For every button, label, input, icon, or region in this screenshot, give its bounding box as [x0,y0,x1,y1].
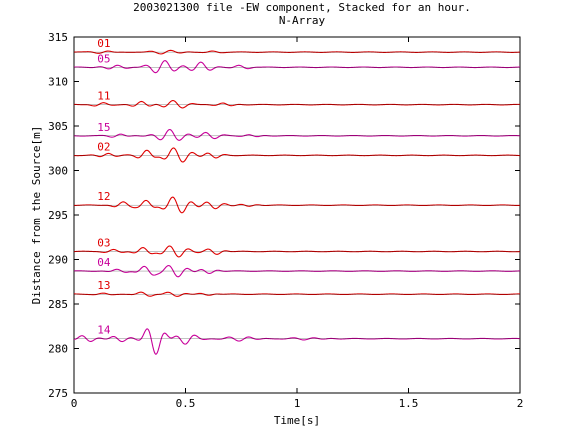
y-tick-label: 310 [48,76,68,89]
trace-15 [73,128,521,141]
y-tick-label: 305 [48,120,68,133]
x-tick-label: 0.5 [176,397,196,410]
trace-label-03: 03 [97,236,110,249]
trace-label-15: 15 [97,121,110,134]
y-tick-label: 290 [48,254,68,267]
y-tick-label: 280 [48,343,68,356]
y-tick-label: 315 [48,31,68,44]
trace-labels: 01 05 11 15 02 12 03 04 13 14 [97,37,111,337]
chart-title: 2003021300 file -EW component, Stacked f… [133,1,471,14]
trace-label-01: 01 [97,37,110,50]
x-tick-label: 0 [71,397,78,410]
y-tick-label: 300 [48,165,68,178]
y-tick-label: 275 [48,387,68,400]
trace-label-14: 14 [97,324,111,337]
trace-label-12: 12 [97,190,110,203]
trace-label-13: 13 [97,279,110,292]
x-tick-label: 1 [294,397,301,410]
trace-label-11: 11 [97,90,110,103]
trace-label-02: 02 [97,140,110,153]
trace-14 [73,328,521,355]
trace-11 [73,99,521,109]
chart-subtitle: N-Array [279,14,326,27]
y-axis-label: Distance from the Source[m] [30,126,43,305]
trace-12 [73,196,520,214]
x-tick-label: 2 [517,397,524,410]
y-tick-label: 285 [48,298,68,311]
y-tick-label: 295 [48,209,68,222]
x-axis: 0 0.5 1 1.5 2 [71,37,524,410]
traces [73,49,521,355]
trace-label-04: 04 [97,256,111,269]
y-axis: 275 280 285 290 295 300 305 310 315 [48,31,520,400]
x-axis-label: Time[s] [274,414,320,427]
trace-05 [73,60,521,74]
plot-area: 275 280 285 290 295 300 305 310 315 0 0.5 1 1.5 2 01… [48,31,523,410]
x-tick-label: 1.5 [399,397,419,410]
trace-02 [73,147,521,163]
trace-label-05: 05 [97,52,110,65]
